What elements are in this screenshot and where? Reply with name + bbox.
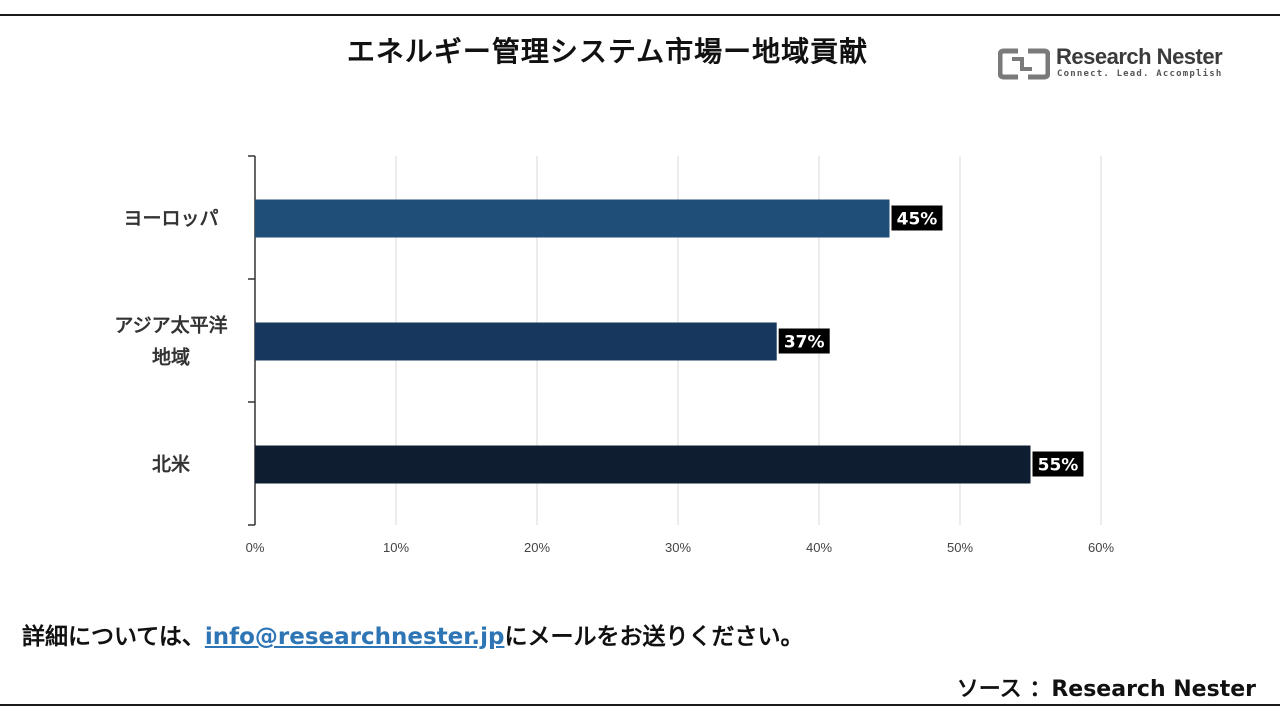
data-label: 37% (784, 333, 825, 353)
bottom-border (0, 704, 1280, 706)
bars (255, 199, 1031, 484)
bar (255, 322, 777, 361)
bar (255, 445, 1031, 484)
bar (255, 199, 890, 238)
x-tick-label: 30% (665, 540, 691, 555)
category-label: ヨーロッパ (123, 208, 218, 230)
x-tick-label: 0% (246, 540, 265, 555)
logo-tagline: Connect. Lead. Accomplish (1057, 69, 1223, 79)
data-label: 55% (1038, 456, 1079, 476)
x-tick-labels: 0% 10% 20% 30% 40% 50% 60% (246, 540, 1115, 555)
logo-name: Research Nester (1056, 44, 1223, 69)
category-label: アジア太平洋 (114, 314, 227, 337)
source-credit: ソース ：Research Nester (956, 677, 1256, 702)
top-border (0, 14, 1280, 16)
x-tick-label: 60% (1088, 540, 1114, 555)
data-label: 45% (897, 210, 938, 230)
category-label: 北米 (152, 453, 191, 476)
x-tick-label: 10% (383, 540, 409, 555)
contact-note-suffix: にメールをお送りください。 (504, 624, 804, 650)
data-labels: 45% 37% 55% (778, 205, 1084, 477)
data-label-box (778, 328, 830, 354)
x-tick-label: 20% (524, 540, 550, 555)
email-link[interactable]: info@researchnester.jp (204, 624, 505, 650)
data-label-box (1032, 451, 1084, 477)
contact-note: 詳細については、info@researchnester.jpにメールをお送りくだ… (22, 617, 803, 651)
page-title: エネルギー管理システム市場ー地域貢献 (346, 35, 869, 68)
x-tick-label: 40% (806, 540, 832, 555)
contact-note-prefix: 詳細については、 (22, 624, 205, 650)
category-label: 地域 (152, 346, 190, 369)
data-label-box (891, 205, 943, 231)
logo-mark-icon (998, 48, 1050, 80)
category-axis (248, 155, 256, 526)
research-nester-logo: Research Nester Connect. Lead. Accomplis… (998, 44, 1238, 84)
x-tick-label: 50% (947, 540, 973, 555)
